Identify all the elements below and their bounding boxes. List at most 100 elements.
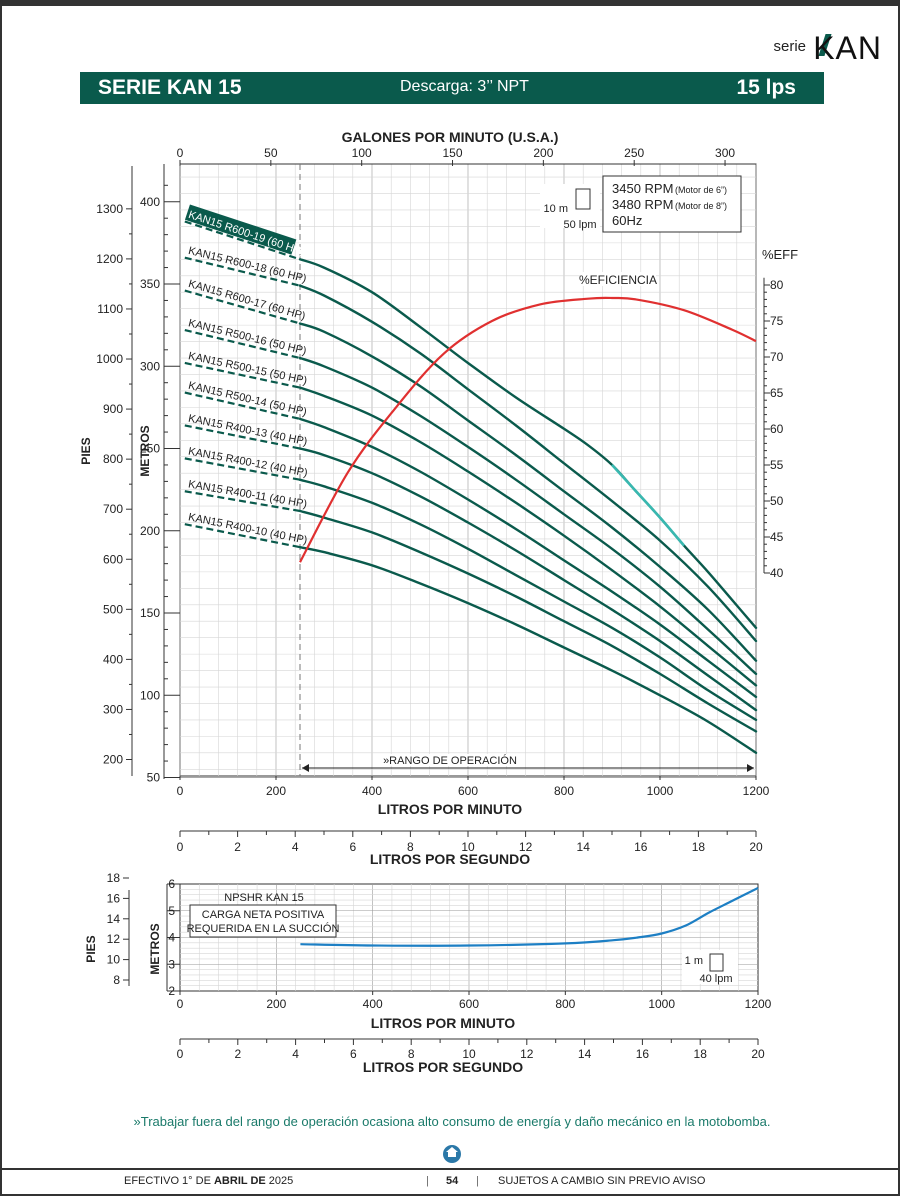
npshr-metros-tick-label: 2 — [168, 984, 175, 998]
rpm-note-1: (Motor de 6”) — [675, 185, 727, 195]
pies-tick-label: 900 — [103, 402, 123, 416]
scale-square — [575, 188, 591, 210]
npshr-lpm-tick-label: 1000 — [648, 997, 675, 1011]
eff-tick-label: 40 — [770, 566, 784, 580]
lps-tick-label-2: 18 — [694, 1047, 708, 1061]
lps-tick-label: 14 — [577, 840, 591, 854]
eff-tick-label: 70 — [770, 350, 784, 364]
npshr-scale-square — [709, 953, 724, 972]
lps-tick-label: 16 — [634, 840, 648, 854]
banner-discharge: Descarga: 3’’ NPT — [400, 78, 529, 95]
footer-sep-2: | — [476, 1175, 479, 1187]
lps-tick-label-2: 2 — [234, 1047, 241, 1061]
gpm-tick-label: 50 — [264, 146, 278, 160]
gpm-tick-label: 100 — [352, 146, 372, 160]
lpm-tick-label: 1200 — [743, 784, 770, 798]
arrow-head-right — [747, 764, 754, 772]
pump-curve — [298, 322, 758, 662]
bep-highlight-segment — [611, 464, 685, 547]
pies-tick-label: 1000 — [96, 352, 123, 366]
efficiency-label-bg — [580, 272, 656, 286]
metros-tick-label: 150 — [140, 606, 160, 620]
pies-tick-label: 200 — [103, 753, 123, 767]
npshr-lpm-tick-label: 0 — [177, 997, 184, 1011]
title-banner: SERIE KAN 15 Descarga: 3’’ NPT 15 lps — [80, 72, 824, 104]
pies-tick-label: 600 — [103, 552, 123, 566]
pump-curve-dashed — [184, 490, 301, 513]
pump-curve-dashed — [184, 361, 301, 389]
pump-curve-dashed — [184, 523, 301, 549]
pump-curves: KAN15 R600-19 (60 HP)KAN15 R600-18 (60 H… — [184, 204, 758, 754]
lpm-tick-label: 200 — [266, 784, 286, 798]
pies-tick-label: 400 — [103, 652, 123, 666]
pies-tick-label: 800 — [103, 452, 123, 466]
pies-tick-label: 1300 — [96, 202, 123, 216]
lps-tick-label-2: 8 — [408, 1047, 415, 1061]
efficiency-label: %EFICIENCIA — [579, 273, 657, 287]
pump-curve — [298, 447, 758, 712]
main-grid — [179, 164, 757, 778]
lps-tick-label-2: 20 — [751, 1047, 765, 1061]
top-gpm-axis: 0 50 100 150 200 250 300 GALONES POR MINUTO (U.… — [177, 129, 756, 166]
eff-axis-title: %EFF — [762, 247, 798, 262]
rpm-line-1: 3450 RPM — [612, 181, 673, 196]
npshr-curve — [300, 887, 759, 947]
home-icon[interactable] — [443, 1145, 461, 1163]
pump-curve-dashed — [184, 457, 301, 481]
pump-curve — [298, 386, 758, 687]
rpm-line-3: 60Hz — [612, 213, 642, 228]
metros-tick-label: 250 — [140, 442, 160, 456]
pies-tick-label: 1100 — [97, 302, 123, 316]
pump-curve — [298, 284, 758, 643]
serie-name: KAN — [813, 30, 882, 66]
lpm-tick-label: 1000 — [647, 784, 674, 798]
serie-prefix: serie — [773, 38, 806, 55]
eff-tick-label: 45 — [770, 530, 784, 544]
rpm-line-2: 3480 RPM — [612, 197, 673, 212]
npshr-caption-line-2: REQUERIDA EN LA SUCCIÓN — [187, 922, 340, 935]
metros-tick-label: 200 — [140, 524, 160, 538]
eff-tick-label: 75 — [770, 314, 784, 328]
operating-range-label: »RANGO DE OPERACIÓN — [383, 754, 517, 767]
lps-tick-label: 12 — [519, 840, 533, 854]
metros-tick-label: 50 — [147, 771, 161, 785]
lps-tick-label: 4 — [292, 840, 299, 854]
eff-tick-label: 80 — [770, 278, 784, 292]
gpm-tick-label: 200 — [533, 146, 553, 160]
effective-prefix: EFECTIVO 1° DE — [124, 1175, 214, 1187]
effective-date: EFECTIVO 1° DE ABRIL DE 2025 — [124, 1175, 293, 1187]
npshr-pies-tick-label: 18 — [107, 871, 121, 885]
rpm-box: 3450 RPM (Motor de 6”)3480 RPM (Motor de 8… — [602, 175, 742, 233]
pump-curve — [298, 478, 758, 722]
pump-curve-dashed — [184, 424, 301, 450]
disclaimer: SUJETOS A CAMBIO SIN PREVIO AVISO — [498, 1175, 706, 1187]
effective-year: 2025 — [265, 1175, 294, 1187]
scale-vertical-label: 10 m — [544, 203, 568, 215]
npshr-metros-tick-label: 5 — [168, 904, 175, 918]
model-label-bg — [184, 204, 297, 255]
pies-tick-label: 1200 — [96, 252, 123, 266]
pump-curve — [298, 356, 758, 676]
pies-axis: 200 300 400 500 600 700 800 900 1000 1100 1200 1300… — [79, 166, 133, 776]
lpm-axis-title: LITROS POR MINUTO — [378, 801, 523, 817]
lpm-tick-label: 400 — [362, 784, 382, 798]
gpm-tick-label: 300 — [715, 146, 735, 160]
lpm-tick-label: 800 — [554, 784, 574, 798]
npshr-scale-vertical-label: 1 m — [685, 955, 703, 967]
npshr-lpm-axis-title: LITROS POR MINUTO — [371, 1015, 516, 1031]
lps-axis-1: 0 2 4 6 8 10 12 14 16 18 20 LITROS POR SEGUNDO — [177, 830, 763, 867]
pump-curve-dashed — [184, 256, 301, 287]
npshr-lpm-tick-label: 600 — [459, 997, 479, 1011]
banner-title: SERIE KAN 15 — [98, 76, 242, 99]
arrow-head-left — [302, 764, 309, 772]
pump-curve — [298, 258, 758, 629]
npshr-metros-axis: 2 3 4 5 6 METROS — [148, 877, 180, 998]
operating-range-label-bg — [382, 754, 518, 766]
eff-tick-label: 60 — [770, 422, 784, 436]
npshr-pies-axis: 8 10 12 14 16 18 PIES — [84, 871, 130, 987]
npshr-lpm-tick-label: 800 — [555, 997, 575, 1011]
bottom-lpm-axis: 0 200 400 600 800 1000 1200 LITROS POR MINUTO — [177, 776, 770, 817]
eff-tick-label: 55 — [770, 458, 784, 472]
